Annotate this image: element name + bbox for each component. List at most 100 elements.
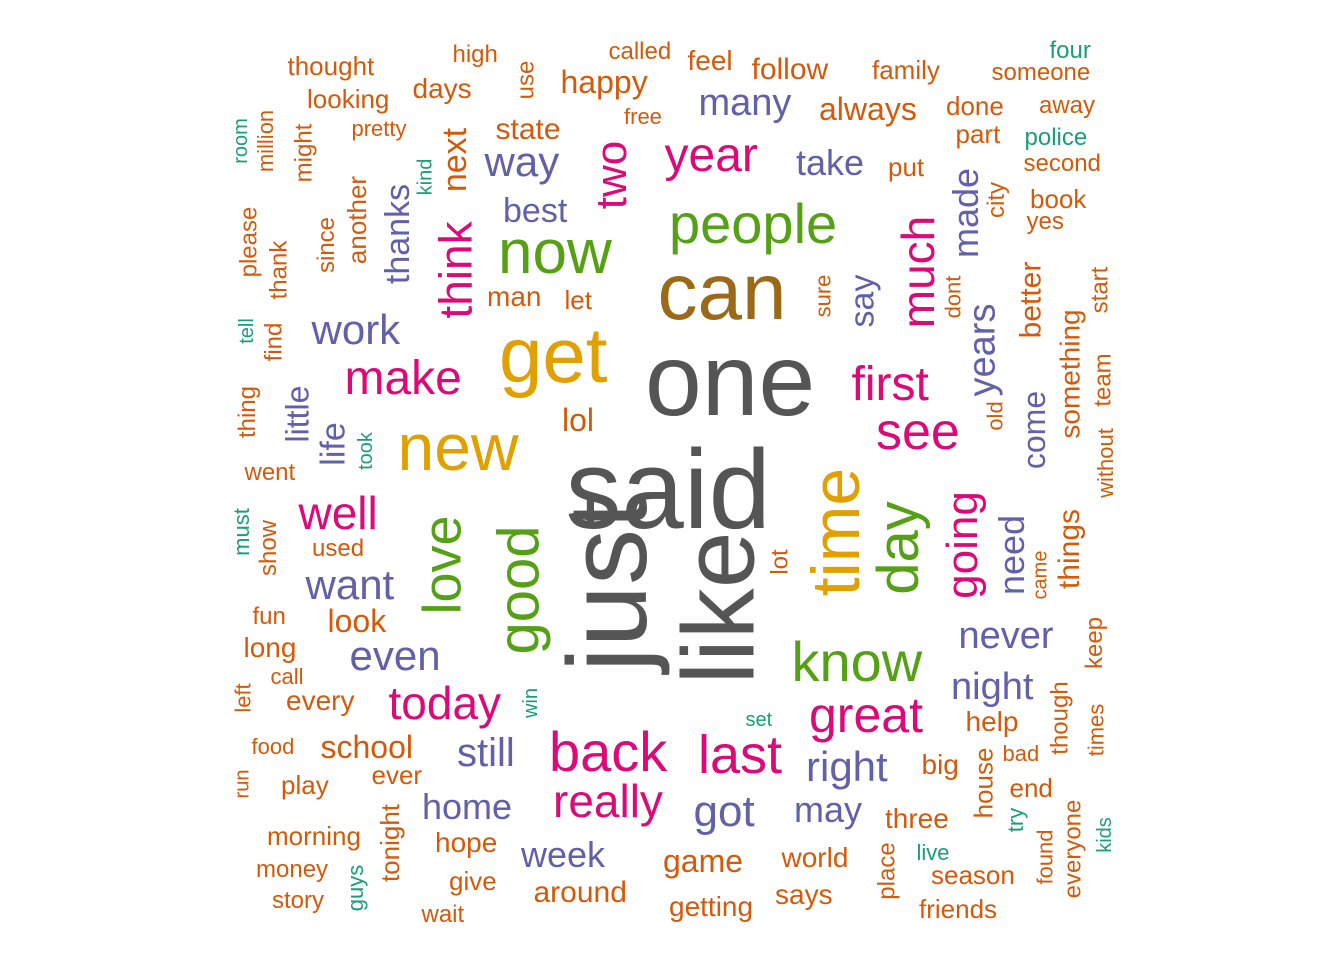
word-everyone: everyone [1058,799,1086,899]
word-night: night [951,666,1034,708]
word-really: really [553,775,663,827]
word-things: things [1053,508,1087,590]
word-three: three [885,803,949,834]
word-love: love [412,515,473,615]
word-follow: follow [751,53,829,86]
word-sure: sure [809,274,835,318]
word-without: without [1092,428,1118,498]
word-well: well [298,487,378,539]
word-last: last [698,725,783,785]
word-thanks: thanks [379,183,418,285]
word-may: may [794,789,863,830]
word-made: made [945,167,987,259]
word-fun: fun [252,603,286,630]
word-called: called [608,38,672,65]
word-help: help [965,706,1019,737]
word-kind: kind [413,158,436,196]
word-best: best [503,192,568,230]
word-new: new [397,410,519,484]
word-use: use [511,60,539,100]
word-come: come [1016,390,1053,470]
word-better: better [1013,261,1047,339]
word-since: since [313,216,341,274]
word-world: world [781,842,849,873]
word-life: life [314,422,353,466]
word-getting: getting [669,891,754,922]
word-free: free [624,104,662,129]
word-around: around [533,876,627,909]
word-many: many [698,82,792,124]
word-let: let [564,285,592,315]
word-tell: tell [235,318,258,344]
word-wait: wait [421,901,465,928]
word-find: find [259,322,287,362]
word-second: second [1023,150,1101,177]
word-game: game [663,843,744,879]
word-ever: ever [371,760,423,790]
word-get: get [499,311,608,399]
word-little: little [278,385,315,443]
word-might: might [289,123,317,183]
word-think: think [429,221,482,319]
word-can: can [657,247,787,336]
word-another: another [342,175,373,265]
word-city: city [983,182,1010,218]
word-always: always [819,91,917,127]
word-left: left [230,683,256,713]
word-show: show [255,519,283,577]
word-say: say [842,274,881,328]
word-friends: friends [919,894,998,924]
word-kids: kids [1093,817,1116,853]
word-state: state [495,113,561,146]
word-morning: morning [267,821,361,851]
word-food: food [251,734,295,759]
word-times: times [1082,703,1108,757]
word-pretty: pretty [351,116,407,141]
word-season: season [931,860,1015,890]
word-back: back [549,720,668,783]
word-just: just [545,497,671,673]
word-lot: lot [766,549,794,575]
word-win: win [520,687,543,719]
word-school: school [320,729,414,765]
word-team: team [1089,353,1117,407]
word-put: put [888,152,925,182]
word-came: came [1028,550,1051,600]
word-start: start [1085,266,1113,314]
word-says: says [775,879,833,910]
word-thank: thank [264,240,292,300]
word-went: went [244,459,296,486]
word-try: try [1003,807,1029,833]
word-next: next [436,127,475,193]
word-year: year [664,129,758,182]
word-story: story [272,887,325,914]
word-today: today [388,677,502,729]
word-much: much [892,215,945,329]
word-tonight: tonight [375,803,406,883]
word-found: found [1032,829,1058,885]
word-hope: hope [435,827,498,858]
word-time: time [798,467,875,597]
word-took: took [354,432,377,470]
word-take: take [796,142,865,183]
word-high: high [452,41,498,68]
word-million: million [253,109,279,173]
word-feel: feel [687,45,733,76]
word-know: know [791,630,923,693]
word-going: going [937,491,987,599]
word-though: though [1046,681,1074,755]
word-guys: guys [343,864,369,912]
word-keep: keep [1081,616,1109,670]
word-place: place [873,842,901,900]
word-never: never [958,615,1054,657]
word-end: end [1009,773,1053,803]
word-please: please [234,206,262,278]
word-long: long [243,632,297,663]
word-two: two [587,140,637,210]
word-live: live [916,840,950,865]
word-lol: lol [562,402,595,438]
word-thing: thing [234,385,262,439]
word-set: set [745,709,773,731]
word-thought: thought [287,51,375,81]
word-want: want [305,561,395,608]
